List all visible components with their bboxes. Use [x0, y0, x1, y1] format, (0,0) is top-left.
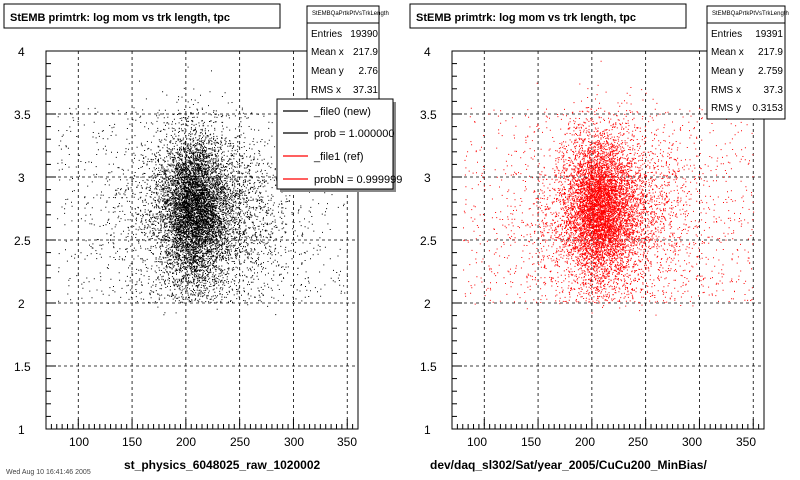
right-ytick-3: 3: [424, 171, 431, 185]
right-stat-label-4: RMS y: [711, 103, 741, 114]
legend-box: _file0 (new) prob = 1.000000 _file1 (ref…: [276, 98, 402, 192]
right-points: [463, 60, 755, 316]
left-ytick-2: 2: [18, 297, 25, 311]
right-stat-label-1: Mean x: [711, 47, 744, 58]
left-stat-value-3: 37.31: [353, 85, 378, 96]
right-ticks: [452, 50, 760, 430]
right-title-box: [409, 3, 687, 29]
scatter-points: [463, 60, 755, 316]
right-title: StEMB primtrk: log mom vs trk length, tp…: [416, 12, 636, 24]
left-stat-value-2: 2.76: [359, 66, 379, 77]
right-xtick-100: 100: [467, 435, 487, 449]
left-ytick-4: 4: [18, 45, 25, 59]
right-ytick-1: 1: [424, 423, 431, 437]
left-xtick-250: 250: [230, 435, 250, 449]
scatter-points: [57, 66, 349, 316]
left-stat-label-1: Mean x: [311, 47, 344, 58]
left-xtick-200: 200: [176, 435, 196, 449]
left-xtick-300: 300: [284, 435, 304, 449]
left-title: StEMB primtrk: log mom vs trk length, tp…: [10, 12, 230, 24]
left-xtick-150: 150: [122, 435, 142, 449]
right-xtick-150: 150: [521, 435, 541, 449]
left-xtick-100: 100: [69, 435, 89, 449]
right-stat-label-3: RMS x: [711, 85, 741, 96]
right-ytick-3.5: 3.5: [420, 108, 437, 122]
right-xtick-350: 350: [736, 435, 756, 449]
left-stat-value-0: 19390: [350, 29, 378, 40]
left-ytick-2.5: 2.5: [14, 234, 31, 248]
right-xtick-300: 300: [682, 435, 702, 449]
right-stat-value-0: 19391: [755, 29, 783, 40]
left-x-axis-label: st_physics_6048025_raw_1020002: [124, 458, 320, 472]
left-stat-value-1: 217.9: [353, 47, 378, 58]
right-stat-value-2: 2.759: [758, 66, 783, 77]
left-ticks: [46, 50, 354, 430]
left-ytick-3: 3: [18, 171, 25, 185]
left-points: [57, 66, 349, 316]
right-stat-label-0: Entries: [711, 29, 742, 40]
legend-label-new: _file0 (new): [313, 106, 371, 118]
right-xtick-200: 200: [575, 435, 595, 449]
left-stat-label-3: RMS x: [311, 85, 341, 96]
left-stat-label-2: Mean y: [311, 66, 344, 77]
legend-label-probn: probN = 0.999999: [314, 174, 402, 186]
right-stat-value-1: 217.9: [758, 47, 783, 58]
left-title-box: [3, 3, 281, 29]
right-stat-label-2: Mean y: [711, 66, 744, 77]
legend-label-prob: prob = 1.000000: [314, 128, 394, 140]
right-ytick-4: 4: [424, 45, 431, 59]
right-stats-box: StEMBQaPrtkPtVsTrkLength Entries 19391 M…: [706, 5, 789, 120]
left-ytick-3.5: 3.5: [14, 108, 31, 122]
right-stat-value-4: 0.3153: [752, 103, 783, 114]
left-panel: StEMB primtrk: log mom vs trk length, tp…: [3, 3, 402, 476]
right-ytick-2.5: 2.5: [420, 234, 437, 248]
right-xtick-250: 250: [628, 435, 648, 449]
left-xtick-350: 350: [337, 435, 357, 449]
left-stat-label-0: Entries: [311, 29, 342, 40]
right-x-axis-label: dev/daq_sl302/Sat/year_2005/CuCu200_MinB…: [430, 458, 707, 472]
right-stats-name: StEMBQaPrtkPtVsTrkLength: [712, 11, 789, 17]
left-stats-name: StEMBQaPrtkPtVsTrkLength: [312, 11, 389, 17]
left-ytick-1: 1: [18, 423, 25, 437]
footer-timestamp: Wed Aug 10 16:41:46 2005: [6, 469, 91, 476]
right-ytick-2: 2: [424, 297, 431, 311]
right-panel: StEMB primtrk: log mom vs trk length, tp…: [409, 3, 789, 472]
left-ytick-1.5: 1.5: [14, 360, 31, 374]
right-ytick-1.5: 1.5: [420, 360, 437, 374]
right-stat-value-3: 37.3: [764, 85, 784, 96]
legend-label-ref: _file1 (ref): [313, 151, 364, 163]
left-stats-box: StEMBQaPrtkPtVsTrkLength Entries 19390 M…: [306, 5, 389, 103]
